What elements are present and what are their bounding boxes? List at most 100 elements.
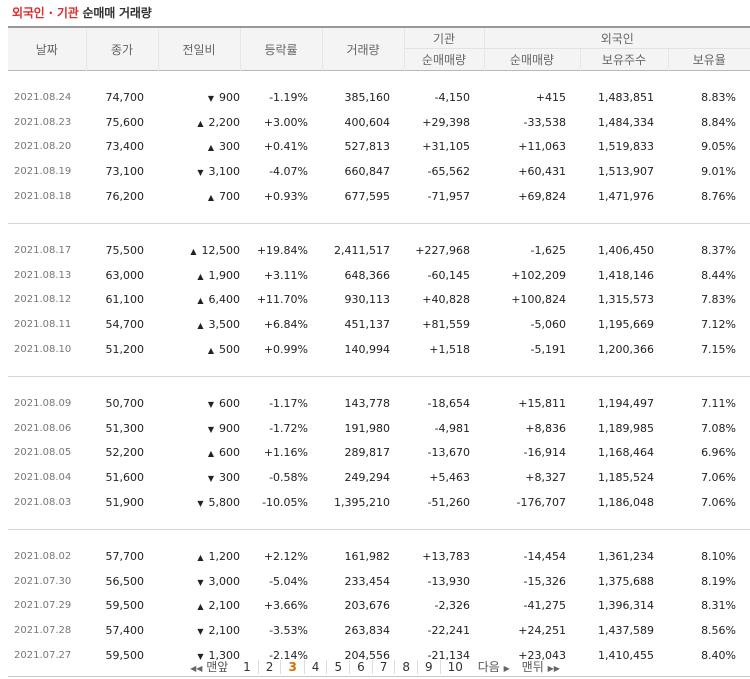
inst-net-cell: -4,981 [434, 421, 470, 435]
inst-net-cell: +5,463 [429, 471, 470, 485]
inst-net-cell: +29,398 [422, 115, 470, 129]
diff-cell: ▲ 3,500 [158, 312, 240, 337]
diff-value: 1,300 [208, 649, 241, 663]
close-cell: 51,600 [105, 471, 145, 485]
page-link[interactable]: 10 [439, 660, 470, 674]
diff-cell: ▼ 900 [158, 85, 240, 110]
diff-value: 3,500 [208, 318, 241, 332]
page-link[interactable]: 5 [326, 660, 349, 674]
rate-cell: -2.14% [269, 649, 308, 663]
diff-cell: ▲ 500 [158, 337, 240, 362]
foreign-holdings-cell: 1,168,464 [598, 446, 654, 460]
diff-cell: ▼ 1,300 [158, 643, 240, 668]
close-cell: 75,600 [105, 115, 145, 129]
first-page-button[interactable]: ◀◀ 맨앞 [186, 658, 232, 675]
table-row: 2021.08.13 63,000 ▲ 1,900 +3.11% 648,366 -60,1… [8, 263, 750, 288]
diff-cell: ▲ 6,400 [158, 288, 240, 313]
double-left-arrow-icon: ◀◀ [190, 664, 203, 673]
header-rate: 등락률 [239, 27, 322, 71]
triangle-down-icon: ▼ [207, 93, 215, 103]
diff-cell: ▲ 12,500 [158, 238, 240, 263]
page-link[interactable]: 9 [417, 660, 440, 674]
right-arrow-icon: ▶ [503, 664, 510, 673]
rate-cell: -3.53% [269, 624, 308, 638]
rate-cell: +3.00% [263, 115, 308, 129]
diff-cell: ▲ 600 [158, 441, 240, 466]
table-row: 2021.08.04 51,600 ▼ 300 -0.58% 249,294 +5,463 +… [8, 465, 750, 490]
close-cell: 51,300 [105, 421, 145, 435]
page-link[interactable]: 6 [349, 660, 372, 674]
table-row: 2021.07.28 57,400 ▼ 2,100 -3.53% 263,834 -22,2… [8, 618, 750, 643]
table-row: 2021.08.10 51,200 ▲ 500 +0.99% 140,994 +1,518 -… [8, 337, 750, 362]
rate-cell: +6.84% [263, 318, 308, 332]
date-cell: 2021.07.29 [14, 600, 72, 612]
inst-net-cell: -22,241 [427, 624, 470, 638]
date-cell: 2021.08.17 [14, 244, 72, 256]
diff-value: 12,500 [201, 243, 241, 257]
foreign-ratio-cell: 8.84% [701, 115, 737, 129]
close-cell: 76,200 [105, 190, 145, 204]
diff-cell: ▲ 300 [158, 135, 240, 160]
header-diff: 전일비 [157, 27, 240, 71]
next-page-button[interactable]: 다음 ▶ [474, 658, 514, 675]
diff-cell: ▲ 1,200 [158, 544, 240, 569]
foreign-holdings-cell: 1,410,455 [598, 649, 654, 663]
foreign-ratio-cell: 7.15% [701, 343, 737, 357]
foreign-holdings-cell: 1,471,976 [598, 190, 654, 204]
close-cell: 73,100 [105, 165, 145, 179]
inst-net-cell: -13,670 [427, 446, 470, 460]
page-link[interactable]: 1 [243, 660, 251, 674]
diff-value: 1,900 [208, 268, 241, 282]
table-row: 2021.08.24 74,700 ▼ 900 -1.19% 385,160 -4,150 +… [8, 85, 750, 110]
date-cell: 2021.08.23 [14, 116, 72, 128]
table-row: 2021.08.05 52,200 ▲ 600 +1.16% 289,817 -13,670… [8, 441, 750, 466]
page-link[interactable]: 3 [280, 660, 303, 674]
diff-value: 600 [219, 396, 240, 410]
triangle-up-icon: ▲ [207, 346, 215, 356]
triangle-down-icon: ▼ [197, 499, 204, 509]
table-row: 2021.08.18 76,200 ▲ 700 +0.93% 677,595 -71,957… [8, 184, 750, 209]
foreign-ratio-cell: 8.83% [701, 90, 737, 104]
diff-cell: ▼ 2,100 [158, 618, 240, 643]
triangle-up-icon: ▲ [197, 552, 204, 562]
close-cell: 63,000 [105, 268, 145, 282]
table-row: 2021.07.30 56,500 ▼ 3,000 -5.04% 233,454 -13,9… [8, 569, 750, 594]
foreign-ratio-cell: 8.40% [701, 649, 737, 663]
caption-sep: · [44, 6, 57, 20]
page-link[interactable]: 7 [371, 660, 395, 674]
group-divider [8, 529, 750, 530]
table-row: 2021.08.19 73,100 ▼ 3,100 -4.07% 660,847 -65,5… [8, 159, 750, 184]
last-page-button[interactable]: 맨뒤 ▶▶ [518, 658, 564, 675]
volume-cell: 203,676 [344, 599, 391, 613]
diff-cell: ▲ 2,100 [158, 594, 240, 619]
diff-value: 900 [219, 90, 240, 104]
diff-cell: ▲ 2,200 [158, 110, 240, 135]
foreign-ratio-cell: 8.37% [701, 243, 737, 257]
volume-cell: 677,595 [344, 190, 391, 204]
foreign-holdings-cell: 1,483,851 [598, 90, 654, 104]
page-link[interactable]: 2 [257, 660, 281, 674]
trading-table: 날짜 종가 전일비 등락률 거래량 기관 외국인 순매매량 순매매량 보유주수 … [8, 26, 750, 677]
date-cell: 2021.07.28 [14, 625, 72, 637]
header-inst-net: 순매매량 [403, 48, 484, 71]
foreign-holdings-cell: 1,406,450 [598, 243, 654, 257]
foreign-holdings-cell: 1,484,334 [598, 115, 654, 129]
page-link[interactable]: 4 [303, 660, 327, 674]
date-cell: 2021.08.19 [14, 166, 72, 178]
close-cell: 61,100 [105, 293, 145, 307]
inst-net-cell: -2,326 [434, 599, 470, 613]
foreign-holdings-cell: 1,375,688 [598, 574, 654, 588]
page-link[interactable]: 8 [394, 660, 417, 674]
triangle-down-icon: ▼ [197, 168, 204, 178]
triangle-down-icon: ▼ [197, 652, 204, 662]
table-body: 2021.08.24 74,700 ▼ 900 -1.19% 385,160 -4,150 +… [8, 71, 750, 677]
foreign-net-cell: +100,824 [511, 293, 566, 307]
header-date: 날짜 [8, 27, 86, 71]
inst-net-cell: -4,150 [434, 90, 470, 104]
rate-cell: +0.99% [263, 343, 308, 357]
date-cell: 2021.08.13 [14, 269, 72, 281]
date-cell: 2021.08.24 [14, 91, 72, 103]
table-row: 2021.08.09 50,700 ▼ 600 -1.17% 143,778 -18,654… [8, 391, 750, 416]
foreign-net-cell: -15,326 [523, 574, 566, 588]
inst-net-cell: +40,828 [422, 293, 470, 307]
